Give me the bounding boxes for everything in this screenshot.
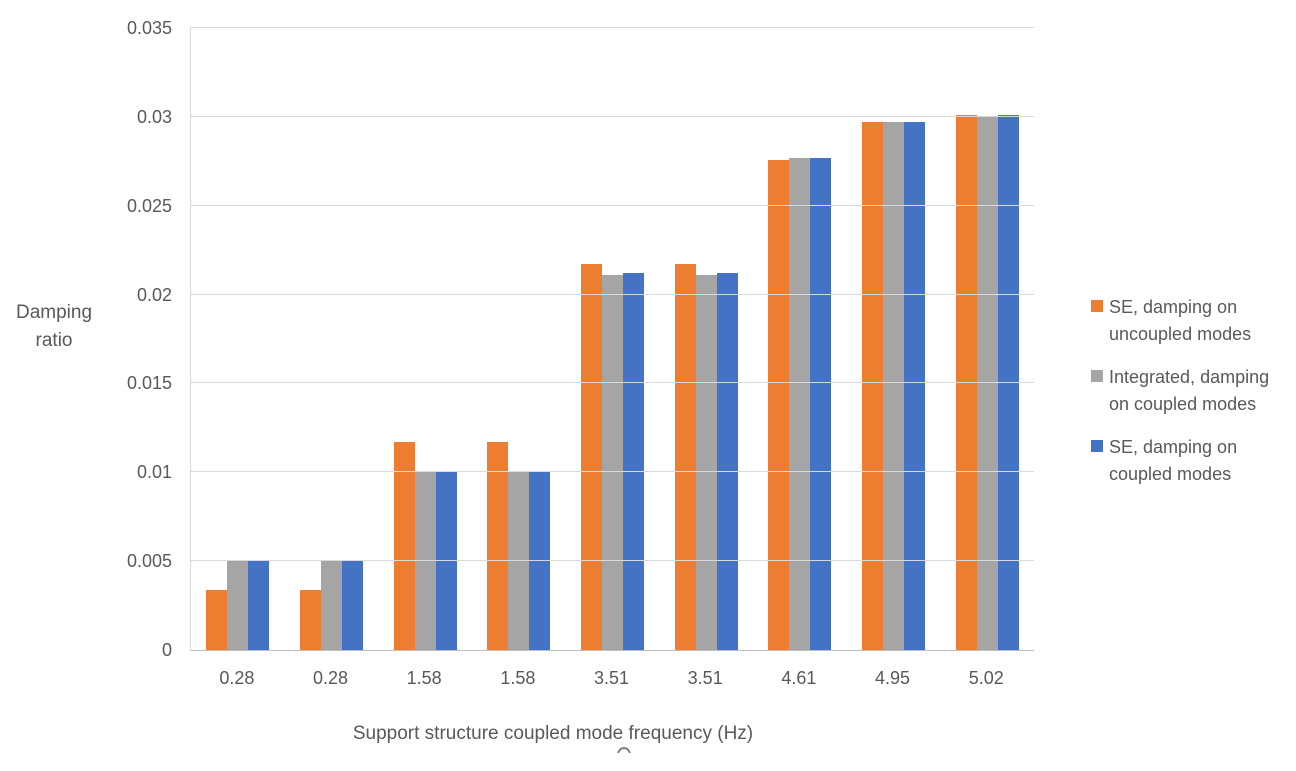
bar xyxy=(904,122,926,650)
y-tick-label-0.01: 0.01 xyxy=(136,462,172,483)
bar-groups xyxy=(191,28,1034,650)
bar-group-1 xyxy=(191,28,285,650)
legend-label: SE, damping on uncoupled modes xyxy=(1109,297,1252,344)
bar xyxy=(206,589,228,650)
cropped-text-arc-icon xyxy=(617,747,631,753)
y-axis-title: Damping ratio xyxy=(15,302,93,351)
bar xyxy=(695,275,717,650)
x-tick-label-6: 3.51 xyxy=(687,668,723,688)
bar xyxy=(393,442,415,650)
bar-group-6 xyxy=(659,28,753,650)
x-axis-tick-labels: 0.28 0.28 1.58 1.58 3.51 3.51 4.61 4.95 5.02 xyxy=(190,668,1033,689)
x-tick-label-2: 0.28 xyxy=(312,668,349,688)
gridline-0.025 xyxy=(191,204,1034,206)
bar xyxy=(623,273,645,650)
legend-swatch-icon xyxy=(1091,440,1103,452)
bar xyxy=(248,561,270,650)
gridline-0.035 xyxy=(191,27,1034,28)
bar-group-2 xyxy=(285,28,379,650)
bar xyxy=(716,273,738,650)
x-tick-label-5: 3.51 xyxy=(594,668,630,688)
gridline-0.005 xyxy=(191,560,1034,562)
bar xyxy=(342,561,363,650)
legend-swatch-icon xyxy=(1091,300,1103,312)
bar xyxy=(862,122,884,650)
legend-item-3: SE, damping on coupled modes xyxy=(1091,434,1291,488)
y-tick-label-0.02: 0.02 xyxy=(136,284,172,305)
y-tick-label-0: 0 xyxy=(161,640,172,660)
legend-swatch-icon xyxy=(1091,370,1103,382)
legend-item-2: Integrated, damping on coupled modes xyxy=(1091,364,1291,418)
bar-group-5 xyxy=(566,28,660,650)
y-tick-label-0.025: 0.025 xyxy=(126,195,172,216)
y-tick-label-0.03: 0.03 xyxy=(136,106,172,127)
cropped-text-glyph xyxy=(617,747,631,753)
bar xyxy=(321,561,342,650)
bar xyxy=(674,264,696,650)
x-tick-label-3: 1.58 xyxy=(406,668,442,688)
bar xyxy=(768,159,790,650)
bar xyxy=(883,122,905,650)
x-tick-label-4: 1.58 xyxy=(500,668,536,688)
gridline-0.02 xyxy=(191,293,1034,295)
bar xyxy=(810,157,832,650)
legend-label: SE, damping on coupled modes xyxy=(1109,437,1238,484)
bar-group-7 xyxy=(753,28,847,650)
x-tick-label-9: 5.02 xyxy=(968,668,1004,688)
x-tick-label-7: 4.61 xyxy=(781,668,817,688)
x-axis-title: Support structure coupled mode frequency… xyxy=(352,723,754,744)
x-tick-label-8: 4.95 xyxy=(875,668,911,688)
gridline-0.015 xyxy=(191,382,1034,384)
y-tick-label-0.015: 0.015 xyxy=(126,373,172,394)
bar xyxy=(227,561,249,650)
gridline-0.03 xyxy=(191,115,1034,117)
bar-group-4 xyxy=(472,28,566,650)
bar-group-3 xyxy=(378,28,472,650)
bar xyxy=(300,589,321,650)
bar xyxy=(487,442,509,650)
x-tick-label-1: 0.28 xyxy=(219,668,255,688)
bar xyxy=(581,264,603,650)
y-tick-label-0.005: 0.005 xyxy=(126,551,172,572)
legend-item-1: SE, damping on uncoupled modes xyxy=(1091,294,1291,348)
chart-legend: SE, damping on uncoupled modes Integrated… xyxy=(1091,294,1291,488)
bar-group-9 xyxy=(940,28,1034,650)
bar-group-8 xyxy=(847,28,941,650)
gridline-0.01 xyxy=(191,471,1034,473)
legend-label: Integrated, damping on coupled modes xyxy=(1109,367,1270,414)
bar xyxy=(602,275,624,650)
y-tick-label-0.035: 0.035 xyxy=(126,18,172,38)
plot-area xyxy=(190,27,1034,651)
bar xyxy=(789,157,811,650)
